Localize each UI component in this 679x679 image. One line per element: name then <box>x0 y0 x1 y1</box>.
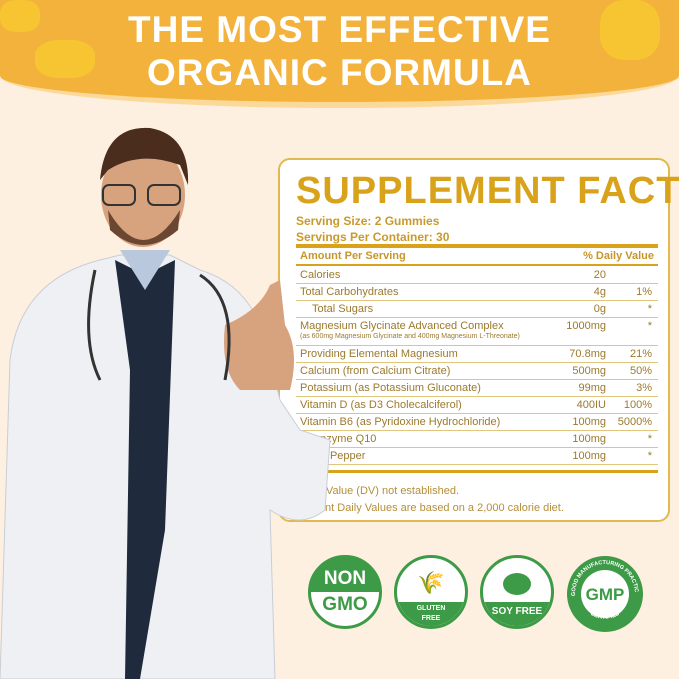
amount: 100mg <box>572 450 606 462</box>
pineapple-decoration <box>35 40 95 78</box>
amount: 99mg <box>578 382 606 394</box>
nutrient-name: Magnesium Glycinate Advanced Complex (as … <box>296 320 550 341</box>
table-header: Amount Per Serving % Daily Value <box>296 244 658 266</box>
table-row: Vitamin D (as D3 Cholecalciferol) 400IU 10… <box>296 397 658 414</box>
page-title: THE MOST EFFECTIVE ORGANIC FORMULA <box>0 8 679 94</box>
nutrient-name: Potassium (as Potassium Gluconate) <box>300 382 481 394</box>
nutrient-subtext: (as 600mg Magnesium Glycinate and 400mg … <box>300 333 520 340</box>
title-line-1: THE MOST EFFECTIVE <box>128 9 551 50</box>
table-row: Magnesium Glycinate Advanced Complex (as … <box>296 318 658 346</box>
table-row: Black Pepper 100mg * <box>296 448 658 465</box>
amount: 0g <box>593 303 606 315</box>
nutrient-name: Calories <box>300 269 341 281</box>
footnote-dv: +Daily Value (DV) not established. <box>292 485 460 497</box>
gmp-ring-bottom: CERTIFIED <box>589 610 622 620</box>
nutrient-name: Vitamin B6 (as Pyridoxine Hydrochloride) <box>300 416 501 428</box>
gmp-badge: GOOD MANUFACTURING PRACTICE CERTIFIED GM… <box>564 551 644 633</box>
amount: 100mg <box>572 433 606 445</box>
amount: 20 <box>593 269 606 281</box>
amount: 100mg <box>572 416 606 428</box>
table-row: Calories 20 <box>296 267 658 284</box>
facts-title: SUPPLEMENT FACTS <box>296 170 679 212</box>
gmp-label: GMP <box>586 585 625 604</box>
nutrient-name: Total Sugars <box>312 303 374 315</box>
col-daily-value: % Daily Value <box>583 250 654 262</box>
daily-value: 50% <box>629 365 652 377</box>
daily-value: 21% <box>629 348 652 360</box>
daily-value: * <box>647 450 652 462</box>
gluten-label: GLUTEN <box>416 605 446 612</box>
daily-value: * <box>647 303 652 315</box>
wheat-icon: 🌾 <box>417 570 445 595</box>
header-banner <box>0 0 679 108</box>
amount: 400IU <box>576 399 606 411</box>
free-label: FREE <box>421 615 441 622</box>
table-row: Total Carbohydrates 4g 1% <box>296 284 658 301</box>
daily-value: * <box>647 320 652 332</box>
nutrient-name: Calcium (from Calcium Citrate) <box>300 365 451 377</box>
pineapple-decoration <box>600 0 660 60</box>
nutrient-name: Vitamin D (as D3 Cholecalciferol) <box>300 399 462 411</box>
soybean-icon <box>503 573 531 595</box>
servings-per-container: Servings Per Container: 30 <box>296 230 450 244</box>
daily-value: 100% <box>623 399 652 411</box>
amount: 70.8mg <box>569 348 606 360</box>
nutrient-name: Providing Elemental Magnesium <box>300 348 458 360</box>
daily-value: 5000% <box>617 416 652 428</box>
table-row: Potassium (as Potassium Gluconate) 99mg 3% <box>296 380 658 397</box>
daily-value: * <box>647 433 652 445</box>
pineapple-decoration <box>0 0 40 32</box>
divider <box>296 470 658 473</box>
soy-free-badge: SOY FREE <box>480 555 554 629</box>
nutrient-name: Total Carbohydrates <box>300 286 399 298</box>
facts-table: Calories 20 Total Carbohydrates 4g 1% Total S… <box>296 267 658 465</box>
non-gmo-bottom: GMO <box>322 594 368 615</box>
amount: 1000mg <box>566 320 606 332</box>
footnote-percent: *Percent Daily Values are based on a 2,0… <box>292 502 564 514</box>
table-row: Coenzyme Q10 100mg * <box>296 431 658 448</box>
daily-value: 1% <box>636 286 652 298</box>
gluten-free-badge: 🌾 GLUTEN FREE <box>394 555 468 629</box>
daily-value: 3% <box>636 382 652 394</box>
amount: 4g <box>593 286 606 298</box>
title-line-2: ORGANIC FORMULA <box>147 52 532 93</box>
table-row: Vitamin B6 (as Pyridoxine Hydrochloride)… <box>296 414 658 431</box>
table-row: Calcium (from Calcium Citrate) 500mg 50% <box>296 363 658 380</box>
doctor-photo <box>0 127 331 679</box>
table-row: Total Sugars 0g * <box>296 301 658 318</box>
table-row: Providing Elemental Magnesium 70.8mg 21% <box>296 346 658 363</box>
amount: 500mg <box>572 365 606 377</box>
col-amount: Amount Per Serving <box>300 250 406 262</box>
soy-free-label: SOY FREE <box>483 602 551 626</box>
supplement-facts-panel: SUPPLEMENT FACTS Serving Size: 2 Gummies… <box>278 158 679 522</box>
non-gmo-top: NON <box>323 568 367 589</box>
serving-size: Serving Size: 2 Gummies <box>296 214 440 228</box>
non-gmo-badge: NON GMO <box>308 555 382 629</box>
certification-badges: NON GMO 🌾 GLUTEN FREE SOY FREE GOOD MANU… <box>308 551 644 633</box>
